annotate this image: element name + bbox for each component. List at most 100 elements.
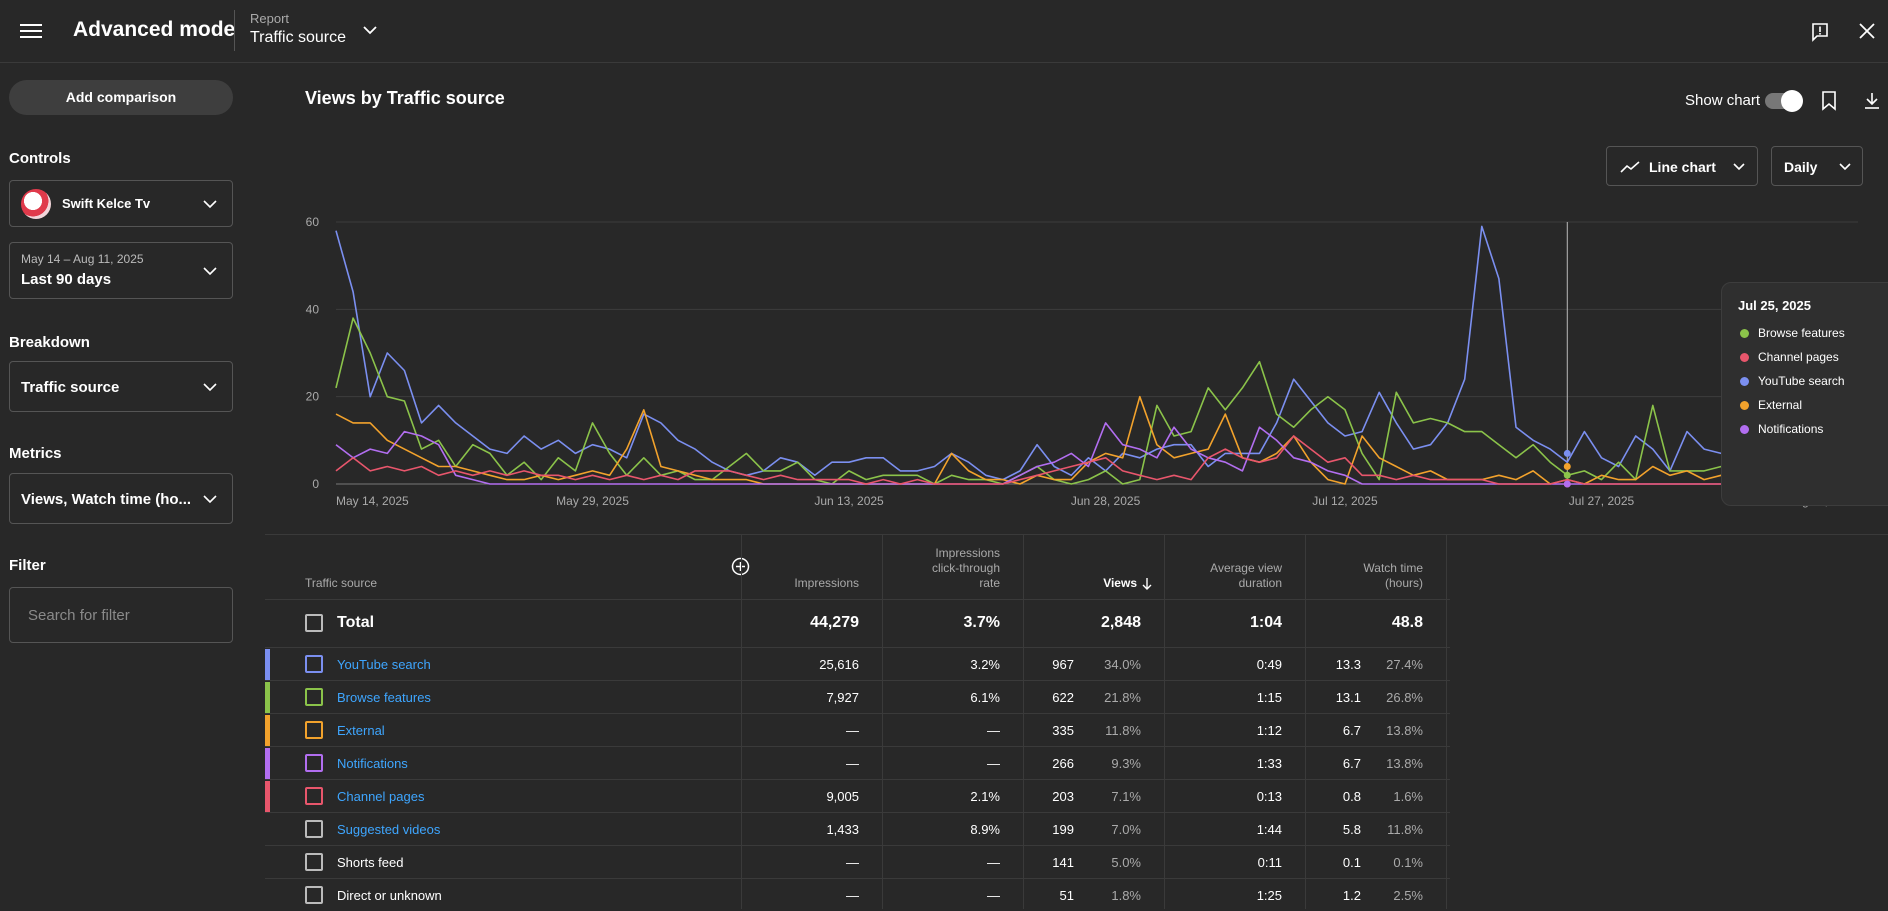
row-checkbox[interactable] — [305, 853, 323, 871]
views-percent: 9.3% — [1111, 756, 1141, 771]
metrics-title: Metrics — [9, 445, 62, 462]
interval-selector[interactable]: Daily — [1771, 146, 1863, 186]
add-comparison-button[interactable]: Add comparison — [9, 80, 233, 115]
total-label: Total — [337, 614, 375, 631]
watch-time-value: 1.2 — [1342, 888, 1361, 903]
header-ctr[interactable]: Impressions click-through rate — [931, 546, 1000, 590]
row-checkbox[interactable] — [305, 787, 323, 805]
ctr-value: — — [987, 855, 1000, 870]
impressions-value: — — [846, 888, 859, 903]
table-row: Shorts feed — — 141 5.0% 0:11 0.1 0.1% — [265, 845, 1450, 878]
traffic-source-name[interactable]: YouTube search — [337, 657, 431, 672]
ctr-value: 3.2% — [970, 657, 1000, 672]
series-line-external[interactable] — [335, 395, 1859, 485]
watch-time-value: 13.3 — [1335, 657, 1361, 672]
traffic-source-name[interactable]: Channel pages — [337, 789, 425, 804]
date-range-selector[interactable]: May 14 – Aug 11, 2025 Last 90 days — [9, 242, 233, 299]
total-watch-time: 48.8 — [1391, 614, 1423, 631]
series-line-browse-features[interactable] — [335, 317, 1859, 485]
traffic-source-table: Traffic source Impressions Impressions cl… — [265, 534, 1888, 911]
traffic-source-name[interactable]: Suggested videos — [337, 822, 441, 837]
header-avg-view-duration[interactable]: Average view duration — [1210, 561, 1282, 590]
series-color-stripe — [265, 748, 270, 780]
legend-dot — [1740, 377, 1749, 386]
menu-icon[interactable] — [18, 20, 44, 42]
watch-time-percent: 13.8% — [1386, 756, 1423, 771]
app-title: Advanced mode — [73, 18, 236, 41]
table-row: Browse features 7,927 6.1% 622 21.8% 1:1… — [265, 680, 1450, 714]
table-row: Direct or unknown — — 51 1.8% 1:25 1.2 2… — [265, 878, 1450, 911]
date-preset: Last 90 days — [21, 271, 112, 288]
top-bar: Advanced mode Report Traffic source — [0, 0, 1888, 63]
series-line-channel-pages[interactable] — [335, 435, 1858, 485]
interval-label: Daily — [1784, 159, 1818, 175]
views-value: 141 — [1052, 855, 1074, 870]
header-impressions[interactable]: Impressions — [794, 576, 859, 590]
views-line-chart[interactable]: 0 20 40 60 May 14, 2025 May 29, 2025 Jun 13, 2… — [265, 64, 1888, 524]
watch-time-percent: 27.4% — [1386, 657, 1423, 672]
add-circle-icon[interactable] — [731, 557, 750, 576]
watch-time-value: 6.7 — [1342, 723, 1361, 738]
arrow-down-icon — [1142, 578, 1152, 590]
series-color-stripe — [265, 649, 270, 681]
impressions-value: 7,927 — [826, 690, 859, 705]
breakdown-selector[interactable]: Traffic source — [9, 361, 233, 412]
impressions-value: 25,616 — [819, 657, 859, 672]
row-checkbox[interactable] — [305, 688, 323, 706]
ctr-value: 2.1% — [970, 789, 1000, 804]
row-checkbox[interactable] — [305, 886, 323, 904]
report-label: Report — [250, 11, 290, 26]
metrics-selector[interactable]: Views, Watch time (ho... — [9, 473, 233, 524]
show-chart-toggle[interactable] — [1765, 90, 1803, 112]
series-line-youtube-search[interactable] — [335, 225, 1859, 481]
y-tick-label: 20 — [306, 390, 320, 404]
x-tick-label: Jul 27, 2025 — [1569, 494, 1635, 508]
views-percent: 1.8% — [1111, 888, 1141, 903]
ctr-value: — — [987, 723, 1000, 738]
y-tick-label: 60 — [306, 215, 320, 229]
series-color-stripe — [265, 781, 270, 813]
filter-search-input[interactable] — [9, 587, 233, 643]
avg-duration-value: 1:12 — [1256, 723, 1282, 738]
views-percent: 34.0% — [1104, 657, 1141, 672]
table-row: YouTube search 25,616 3.2% 967 34.0% 0:4… — [265, 647, 1450, 681]
feedback-icon[interactable] — [1810, 22, 1830, 42]
header-watch-time[interactable]: Watch time (hours) — [1363, 561, 1423, 590]
tooltip-series-name: External — [1758, 398, 1803, 412]
chevron-down-icon[interactable] — [360, 22, 380, 38]
tooltip-series-name: Browse features — [1758, 326, 1845, 340]
avg-duration-value: 1:15 — [1256, 690, 1282, 705]
channel-selector[interactable]: Swift Kelce Tv — [9, 180, 233, 227]
row-checkbox[interactable] — [305, 754, 323, 772]
row-checkbox[interactable] — [305, 820, 323, 838]
total-checkbox[interactable] — [305, 614, 323, 632]
views-value: 266 — [1052, 756, 1074, 771]
row-checkbox[interactable] — [305, 721, 323, 739]
watch-time-value: 6.7 — [1342, 756, 1361, 771]
y-tick-label: 40 — [306, 302, 320, 316]
series-color-stripe — [265, 682, 270, 714]
header-views[interactable]: Views — [1024, 535, 1165, 599]
tooltip-row: YouTube search 7 — [1738, 373, 1888, 391]
report-selector[interactable]: Traffic source — [250, 29, 347, 46]
download-icon[interactable] — [1863, 91, 1881, 111]
table-row-total: Total 44,279 3.7% 2,848 1:04 48.8 — [265, 599, 1450, 647]
views-value: 335 — [1052, 723, 1074, 738]
ctr-value: — — [987, 888, 1000, 903]
traffic-source-name[interactable]: External — [337, 723, 385, 738]
watch-time-value: 0.1 — [1342, 855, 1361, 870]
chart-type-selector[interactable]: Line chart — [1606, 146, 1758, 186]
total-avg-duration: 1:04 — [1249, 614, 1282, 631]
traffic-source-name[interactable]: Notifications — [337, 756, 408, 771]
traffic-source-name[interactable]: Browse features — [337, 690, 431, 705]
x-tick-label: Jun 13, 2025 — [814, 494, 884, 508]
close-icon[interactable] — [1858, 22, 1876, 40]
x-tick-label: Jul 12, 2025 — [1312, 494, 1378, 508]
bookmark-icon[interactable] — [1821, 91, 1837, 111]
ctr-value: 6.1% — [970, 690, 1000, 705]
tooltip-row: Channel pages 0 — [1738, 349, 1888, 367]
avg-duration-value: 0:13 — [1256, 789, 1282, 804]
legend-dot — [1740, 401, 1749, 410]
legend-dot — [1740, 329, 1749, 338]
row-checkbox[interactable] — [305, 655, 323, 673]
